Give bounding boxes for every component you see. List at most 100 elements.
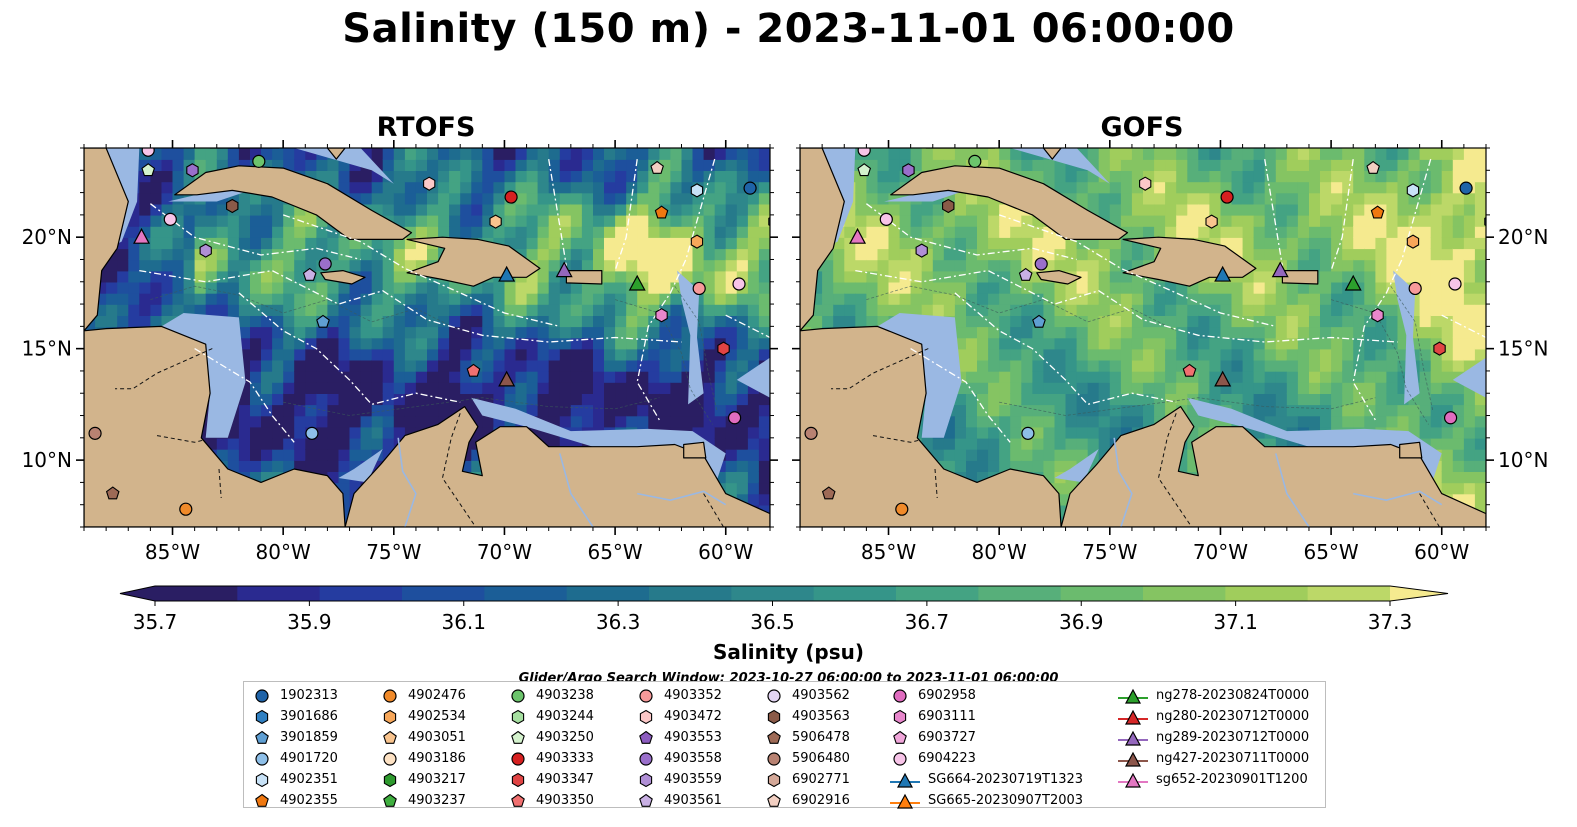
field-cell <box>183 170 196 183</box>
field-cell <box>471 281 484 294</box>
field-cell <box>570 292 583 305</box>
colorbar-bin <box>484 586 568 601</box>
field-cell <box>327 304 340 316</box>
field-cell <box>615 315 627 328</box>
field-cell <box>1176 159 1189 171</box>
field-cell <box>371 304 384 316</box>
field-cell <box>1076 449 1089 461</box>
field-cell <box>1021 226 1034 238</box>
field-cell <box>216 449 229 461</box>
field-cell <box>736 493 749 506</box>
field-cell <box>1231 304 1244 316</box>
field-cell <box>988 214 1000 227</box>
field-cell <box>238 404 251 417</box>
field-cell <box>504 226 517 238</box>
field-cell <box>172 148 185 160</box>
field-cell <box>1375 370 1388 383</box>
field-cell <box>404 159 417 171</box>
field-cell <box>526 203 539 216</box>
field-cell <box>1187 292 1200 305</box>
field-cell <box>626 159 639 171</box>
observation-marker <box>466 363 481 377</box>
shelf-nicShelf <box>877 313 962 438</box>
field-cell <box>460 148 473 160</box>
field-cell <box>888 181 901 194</box>
field-cell <box>1364 181 1377 194</box>
field-cell <box>1021 281 1034 294</box>
field-cell <box>1463 214 1476 227</box>
legend-label: 4903562 <box>792 688 850 703</box>
field-cell <box>305 281 318 294</box>
field-cell <box>360 192 373 205</box>
field-cell <box>637 203 650 216</box>
field-cell <box>261 471 273 484</box>
field-cell <box>1165 148 1177 160</box>
field-cell <box>747 426 760 439</box>
field-cell <box>1286 237 1299 250</box>
field-cell <box>1109 259 1122 272</box>
field-cell <box>1043 315 1056 328</box>
field-cell <box>1010 449 1023 461</box>
legend-label: 4902476 <box>408 688 466 703</box>
field-cell <box>833 248 846 261</box>
field-cell <box>1331 326 1343 339</box>
field-cell <box>681 148 694 160</box>
field-cell <box>637 181 650 194</box>
field-cell <box>1275 337 1288 350</box>
field-cell <box>482 315 495 328</box>
field-cell <box>1253 404 1266 417</box>
field-cell <box>703 248 716 261</box>
field-cell <box>438 226 450 238</box>
field-cell <box>1043 393 1056 406</box>
field-cell <box>1441 404 1454 417</box>
field-cell <box>855 203 868 216</box>
field-cell <box>1010 382 1023 394</box>
field-cell <box>736 426 749 439</box>
field-cell <box>1320 159 1332 171</box>
observation-marker <box>226 198 239 214</box>
legend-label: SG665-20230907T2003 <box>928 793 1084 808</box>
field-cell <box>999 404 1012 417</box>
legend-entry: 4902534 <box>380 706 466 727</box>
field-cell <box>921 226 934 238</box>
field-cell <box>393 237 406 250</box>
field-cell <box>1474 259 1486 272</box>
field-cell <box>1309 359 1321 372</box>
field-cell <box>1430 159 1443 171</box>
field-cell <box>1176 170 1189 183</box>
field-cell <box>681 170 694 183</box>
field-cell <box>1131 326 1144 339</box>
field-cell <box>261 315 273 328</box>
field-cell <box>1087 170 1100 183</box>
field-cell <box>227 248 240 261</box>
field-cell <box>999 304 1012 316</box>
observation-marker <box>1366 160 1380 174</box>
field-cell <box>460 192 473 205</box>
colorbar-bin <box>1143 586 1226 601</box>
field-cell <box>1054 281 1067 294</box>
field-cell <box>349 337 362 350</box>
field-cell <box>1076 248 1089 261</box>
field-cell <box>1054 415 1067 428</box>
field-cell <box>238 237 251 250</box>
field-cell <box>227 226 240 238</box>
field-cell <box>626 292 639 305</box>
field-cell <box>615 304 627 316</box>
field-cell <box>1242 382 1255 394</box>
field-cell <box>1143 326 1155 339</box>
field-cell <box>822 270 834 283</box>
field-cell <box>272 449 284 461</box>
field-cell <box>261 370 273 383</box>
field-cell <box>305 348 318 361</box>
field-cell <box>1253 148 1266 160</box>
field-cell <box>305 404 318 417</box>
field-cell <box>1452 404 1465 417</box>
field-cell <box>988 281 1000 294</box>
field-cell <box>1331 270 1343 283</box>
field-cell <box>758 348 770 361</box>
panel-title-rtofs: RTOFS <box>376 112 476 143</box>
field-cell <box>1364 203 1377 216</box>
field-cell <box>482 226 495 238</box>
field-cell <box>393 203 406 216</box>
field-cell <box>1463 326 1476 339</box>
